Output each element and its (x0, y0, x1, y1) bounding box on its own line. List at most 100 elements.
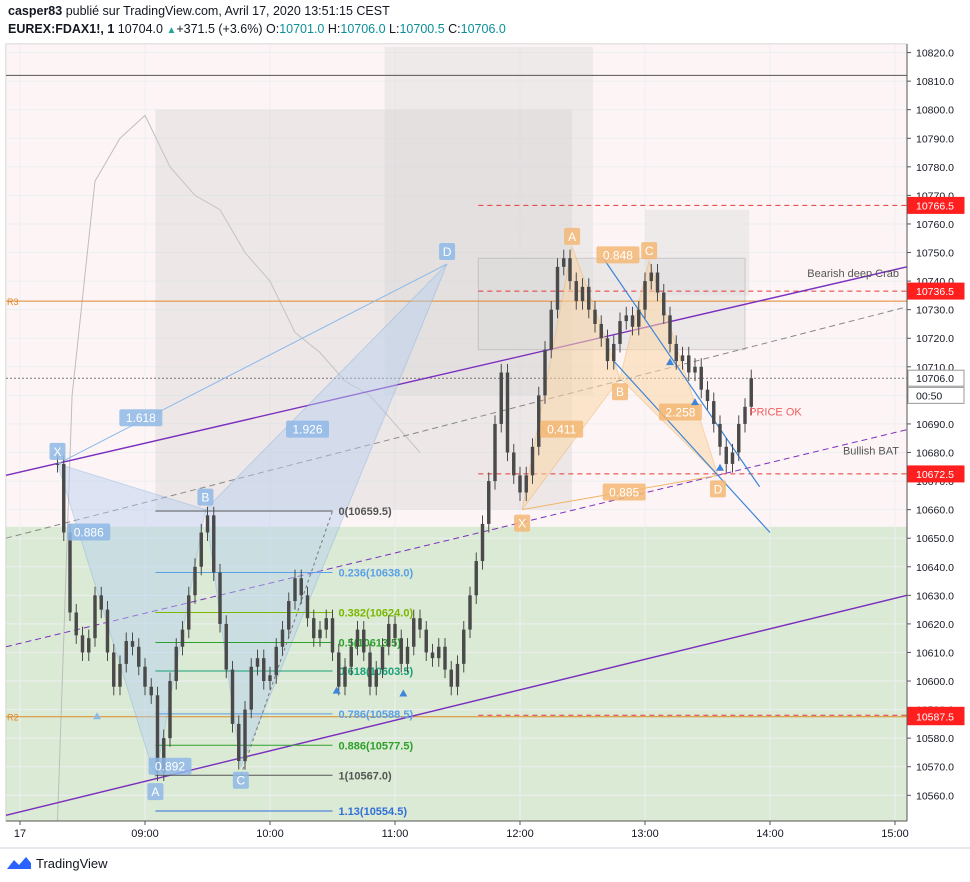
candle-body (187, 595, 191, 630)
bat-point-label-bg (49, 442, 66, 460)
bat-ratio-label-bg (148, 757, 192, 775)
candle-body (599, 323, 603, 339)
candle-body (724, 446, 728, 464)
bat-ratio-label: 0.886 (74, 525, 104, 539)
candle-body (149, 686, 153, 696)
candle-body (180, 629, 185, 647)
bat-point-label: A (151, 785, 159, 799)
signal-arrow-icon (691, 398, 699, 406)
candle-body (380, 646, 385, 670)
candle-body (374, 669, 378, 687)
crab-point-label-bg (612, 383, 628, 401)
annotation-r2: R2 (7, 713, 19, 723)
candle-body (87, 638, 91, 653)
bat-point-label-bg (197, 488, 214, 506)
crab-point-label-bg (564, 227, 581, 245)
candle-body (99, 595, 103, 610)
crab-ratio-label-bg (602, 483, 646, 501)
high-value: 10706.0 (340, 22, 386, 36)
fib-level-label: 1.13(10554.5) (339, 806, 408, 818)
crab-point-label-bg (641, 242, 658, 260)
bat-point-label: B (201, 491, 209, 505)
signal-arrow-icon (399, 689, 408, 697)
candle-body (287, 601, 291, 630)
bat-point-label-bg (439, 242, 456, 260)
candle-body (324, 618, 328, 630)
candle-body (80, 635, 85, 653)
channel-mid (5, 429, 908, 648)
candle-body (268, 675, 272, 682)
price-axis-badge-bg (907, 196, 965, 214)
candle-body (430, 652, 435, 659)
trendline-lower (613, 360, 771, 533)
candle-body (630, 315, 635, 327)
candle-body (587, 286, 591, 310)
candle-body (580, 286, 585, 302)
price-axis-badge-bg (907, 386, 965, 404)
last-price: 10704.0 (117, 22, 163, 36)
candle-body (143, 666, 147, 687)
candle-body (718, 423, 722, 447)
candle-body (712, 401, 716, 424)
crab-ratio-label: 0.848 (603, 248, 633, 262)
fib-level-label: 0.236(10638.0) (339, 567, 414, 579)
candle-body (699, 366, 703, 390)
bat-point-label: D (443, 245, 452, 259)
candle-body (137, 646, 141, 667)
candle-body (493, 423, 497, 482)
candle-body (462, 629, 466, 664)
crab-point-label: A (568, 230, 576, 244)
price-axis-badge: 10736.5 (916, 286, 954, 298)
candle-body (349, 646, 353, 667)
bat-xd-line (57, 263, 448, 465)
candle-body (249, 666, 253, 710)
candle-body (299, 578, 303, 596)
symbol-label[interactable]: EUREX:FDAX1!, 1 (8, 22, 115, 36)
price-axis-badge-bg (907, 369, 965, 387)
channel-upper (5, 266, 908, 477)
price-tick-label: 10650.0 (916, 533, 954, 545)
candle-body (118, 663, 122, 687)
candle-body (499, 372, 503, 424)
price-tick-label: 10750.0 (916, 248, 954, 260)
time-tick-label: 17 (14, 828, 26, 840)
price-tick-label: 10810.0 (916, 76, 954, 88)
candle-body (649, 272, 653, 282)
low-value: 10700.5 (399, 22, 445, 36)
channel-lower (5, 594, 908, 816)
candle-body (124, 641, 128, 664)
candle-body (280, 629, 285, 647)
candle-body (74, 612, 78, 636)
tradingview-brand[interactable]: TradingView (6, 855, 108, 871)
candle-body (337, 652, 341, 687)
candle-body (305, 595, 310, 619)
candle-body (93, 595, 97, 639)
price-axis-badge: 00:50 (916, 390, 942, 402)
candle-body (387, 623, 391, 647)
fib-level-label: 0(10659.5) (339, 506, 393, 518)
fib-level-label: 0.5(10613.5) (339, 637, 402, 649)
candle-body (624, 315, 628, 322)
bat-point-label-bg (147, 783, 164, 801)
candle-body (193, 566, 197, 596)
price-tick-label: 10790.0 (916, 133, 954, 145)
signal-arrow-icon (666, 358, 674, 366)
candle-body (199, 532, 203, 567)
candle-body (174, 646, 178, 682)
high-label: H: (327, 22, 341, 36)
crab-ratio-label-bg (658, 403, 702, 421)
price-tick-label: 10610.0 (916, 647, 954, 659)
candle-body (312, 618, 316, 639)
candle-body (212, 515, 216, 573)
upper-zone (6, 44, 907, 527)
author-name[interactable]: casper83 (8, 4, 63, 18)
candle-body (243, 709, 247, 762)
fib-diagonal (240, 510, 333, 776)
candle-body (662, 292, 666, 316)
candle-body (162, 738, 166, 773)
price-axis-badge-bg (907, 708, 965, 726)
bat-point-label: C (236, 774, 245, 788)
candle-body (155, 695, 160, 773)
crab-point-label: C (645, 244, 654, 258)
